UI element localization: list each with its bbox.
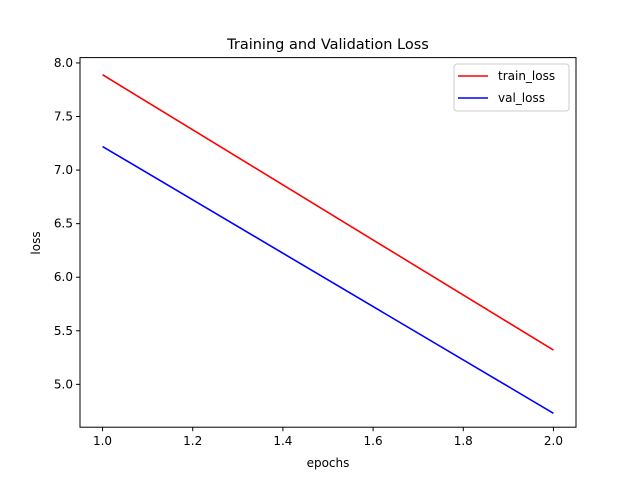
y-axis-label: loss [29,231,43,254]
legend-label-val-loss: val_loss [498,91,545,105]
series-line-train-loss [102,74,554,351]
y-tick-label: 5.0 [54,377,73,391]
y-tick-label: 6.0 [54,270,73,284]
legend: train_loss val_loss [453,63,570,112]
x-tick-label: 2.0 [544,434,563,448]
chart-title: Training and Validation Loss [226,37,429,53]
y-tick-label: 7.5 [54,110,73,124]
x-axis-label: epochs [307,456,350,470]
x-axis-ticks: 1.0 1.2 1.4 1.6 1.8 2.0 [93,427,563,448]
x-tick-label: 1.6 [364,434,383,448]
x-tick-label: 1.2 [183,434,202,448]
x-tick-label: 1.8 [454,434,473,448]
y-tick-label: 5.5 [54,324,73,338]
y-tick-label: 7.0 [54,163,73,177]
series-line-val-loss [102,145,554,414]
x-tick-label: 1.0 [93,434,112,448]
y-tick-label: 8.0 [54,56,73,70]
x-tick-label: 1.4 [273,434,292,448]
axes [79,57,577,428]
y-tick-label: 6.5 [54,217,73,231]
legend-label-train-loss: train_loss [498,69,555,83]
axes-frame [79,57,577,428]
y-axis-ticks: 5.0 5.5 6.0 6.5 7.0 7.5 8.0 [54,56,80,391]
plot-area [102,74,554,414]
